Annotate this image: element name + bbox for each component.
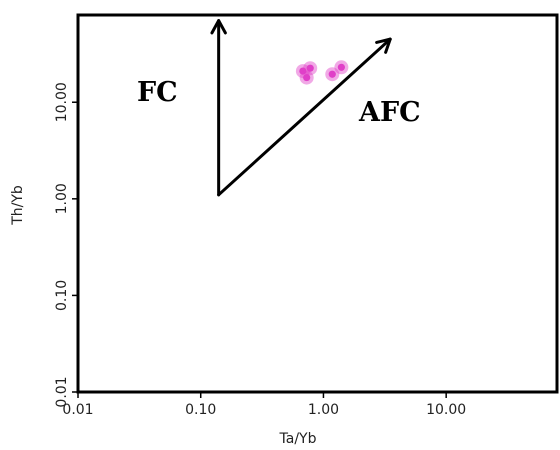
y-tick-label-1: 0.10 [54,280,70,311]
data-point-1 [303,61,318,76]
y-tick-label-0: 0.01 [54,376,70,407]
x-tick-label-1: 0.10 [185,402,216,418]
data-point-3 [325,67,340,82]
x-tick-label-2: 1.00 [308,402,339,418]
plot-frame [76,13,559,394]
data-point-4 [334,60,349,75]
afc-arrow [217,37,392,197]
x-axis-label: Ta/Yb [279,431,317,447]
x-tick-label-0: 0.01 [62,402,93,418]
y-tick-label-2: 1.00 [54,183,70,214]
data-point-2 [299,70,314,85]
y-axis-label: Th/Yb [10,185,26,226]
x-tick-label-3: 10.00 [426,402,466,418]
afc-label: AFC [358,97,421,128]
fc-arrow [210,19,227,197]
fc-label: FC [137,77,178,108]
y-tick-label-3: 10.00 [54,82,70,122]
